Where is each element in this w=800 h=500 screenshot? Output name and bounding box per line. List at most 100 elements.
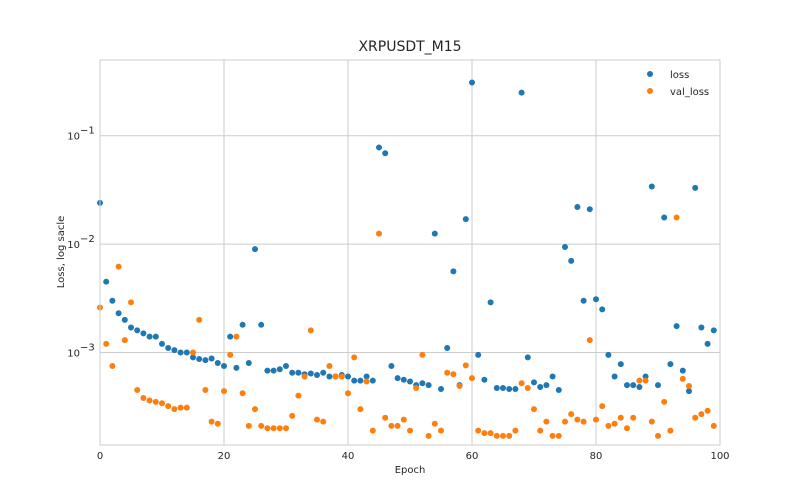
point-val-loss	[140, 395, 147, 402]
point-loss	[221, 363, 227, 370]
series-val-loss	[97, 214, 717, 439]
point-val-loss	[624, 425, 630, 432]
point-val-loss	[431, 420, 438, 427]
point-loss	[295, 369, 302, 376]
point-loss	[382, 150, 389, 157]
point-val-loss	[630, 414, 637, 421]
point-loss	[574, 204, 581, 210]
point-val-loss	[165, 403, 172, 410]
point-val-loss	[698, 411, 705, 418]
point-loss	[152, 333, 159, 340]
point-val-loss	[382, 414, 389, 421]
point-val-loss	[686, 383, 692, 390]
point-loss	[692, 184, 699, 191]
point-loss	[233, 364, 240, 371]
point-val-loss	[704, 407, 711, 414]
point-loss	[202, 357, 209, 364]
point-val-loss	[531, 406, 537, 413]
point-val-loss	[655, 432, 661, 439]
point-val-loss	[264, 425, 271, 432]
point-val-loss	[357, 406, 364, 413]
point-val-loss	[227, 351, 234, 358]
point-val-loss	[648, 418, 655, 425]
legend: loss val_loss	[647, 70, 709, 98]
y-tick-label: 10	[67, 240, 80, 251]
point-loss	[245, 359, 252, 366]
point-loss	[146, 333, 153, 340]
point-loss	[307, 370, 314, 377]
point-val-loss	[605, 422, 612, 429]
x-tick-label: 100	[710, 451, 729, 462]
point-loss	[419, 380, 426, 387]
point-loss	[493, 385, 500, 391]
point-val-loss	[134, 387, 141, 394]
point-loss	[190, 354, 196, 361]
point-loss	[270, 367, 277, 374]
point-val-loss	[692, 414, 699, 421]
point-val-loss	[171, 406, 178, 413]
point-val-loss	[438, 427, 444, 434]
point-val-loss	[369, 427, 376, 434]
point-val-loss	[115, 263, 122, 270]
point-loss	[320, 369, 327, 376]
point-loss	[159, 340, 165, 347]
point-loss	[580, 297, 587, 304]
legend-label-val-loss: val_loss	[670, 87, 709, 98]
point-loss	[475, 351, 482, 358]
point-val-loss	[450, 371, 457, 378]
y-tick-labels: 10−310−210−1	[67, 126, 94, 360]
point-val-loss	[493, 432, 500, 439]
point-val-loss	[270, 425, 277, 432]
point-val-loss	[351, 354, 358, 361]
point-val-loss	[481, 430, 488, 437]
point-val-loss	[586, 337, 593, 344]
point-loss	[103, 278, 110, 285]
point-loss	[140, 330, 147, 337]
point-loss	[214, 359, 221, 366]
point-loss	[586, 206, 593, 213]
point-loss	[630, 382, 637, 389]
point-loss	[369, 377, 376, 384]
point-val-loss	[679, 375, 686, 382]
point-val-loss	[710, 422, 717, 429]
point-loss	[363, 373, 370, 380]
point-loss	[444, 344, 451, 351]
point-val-loss	[221, 388, 227, 395]
plot-frame	[99, 59, 721, 446]
point-val-loss	[239, 390, 246, 397]
point-loss	[431, 230, 438, 237]
point-loss	[407, 378, 413, 385]
point-val-loss	[469, 375, 475, 382]
point-val-loss	[196, 316, 203, 323]
point-val-loss	[555, 432, 562, 439]
point-loss	[121, 316, 128, 323]
point-val-loss	[295, 392, 302, 399]
point-val-loss	[593, 416, 599, 423]
point-loss	[208, 355, 215, 362]
point-loss	[165, 344, 172, 351]
point-val-loss	[314, 416, 320, 423]
x-tick-label: 40	[342, 451, 355, 462]
point-val-loss	[183, 404, 190, 411]
point-val-loss	[425, 432, 432, 439]
point-val-loss	[233, 333, 240, 340]
x-tick-label: 80	[590, 451, 603, 462]
point-val-loss	[345, 390, 351, 397]
point-val-loss	[388, 422, 395, 429]
legend-marker-loss	[647, 71, 653, 77]
point-val-loss	[617, 414, 624, 421]
x-axis-label: Epoch	[395, 465, 426, 476]
y-axis-label: Loss, log sacle	[56, 216, 67, 288]
point-loss	[450, 268, 457, 275]
point-val-loss	[500, 432, 506, 439]
point-val-loss	[506, 432, 513, 439]
legend-marker-val-loss	[647, 88, 653, 94]
point-val-loss	[394, 422, 401, 429]
point-loss	[351, 377, 358, 384]
point-loss	[617, 361, 624, 368]
point-loss	[425, 382, 432, 389]
point-val-loss	[407, 427, 413, 434]
point-val-loss	[301, 373, 308, 380]
y-tick-label: 10	[67, 132, 80, 143]
